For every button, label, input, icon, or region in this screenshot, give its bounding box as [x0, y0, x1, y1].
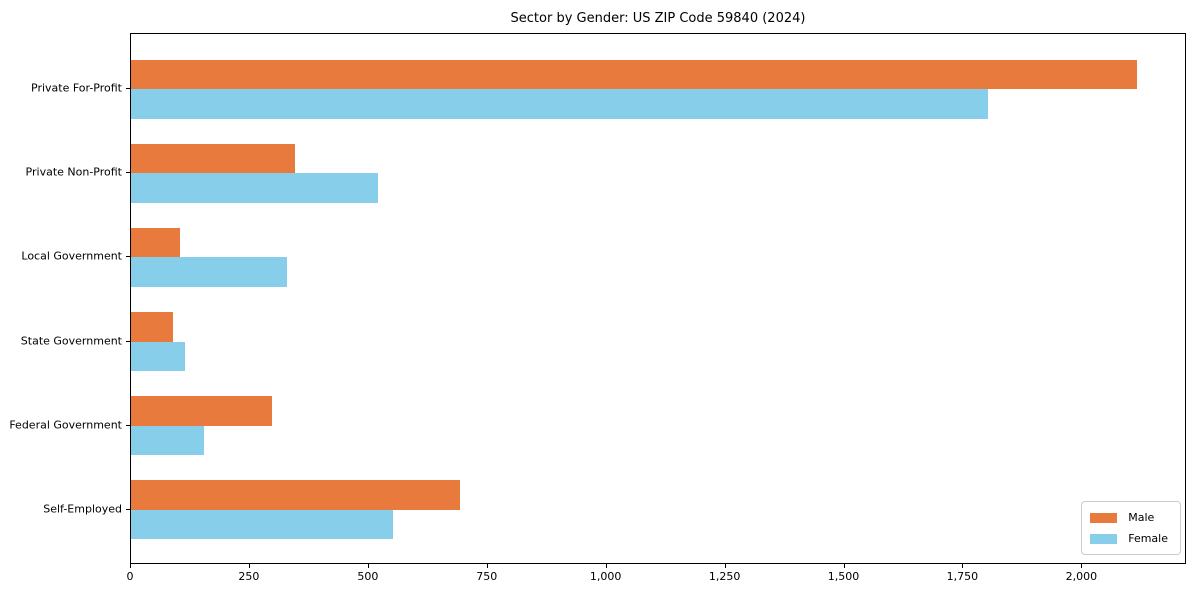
bar-female-private-for-profit — [131, 89, 989, 119]
x-tick-label-250: 250 — [238, 570, 260, 583]
y-tick-label-local-government: Local Government — [21, 249, 122, 263]
x-tick-label-2000: 2,000 — [1065, 570, 1098, 583]
x-tick-mark-0 — [130, 564, 131, 568]
y-tick-mark-private-non-profit — [126, 172, 130, 174]
bar-male-private-for-profit — [131, 59, 1137, 90]
x-tick-mark-750 — [486, 564, 488, 568]
bar-female-self-employed — [131, 509, 393, 540]
x-tick-mark-500 — [367, 564, 369, 568]
chart-title: Sector by Gender: US ZIP Code 59840 (202… — [510, 11, 806, 26]
y-tick-mark-self-employed — [126, 508, 130, 510]
legend-label-male: Male — [1128, 511, 1155, 524]
bar-male-federal-government — [131, 396, 273, 426]
bar-male-local-government — [131, 227, 180, 258]
x-tick-mark-250 — [248, 564, 250, 568]
x-tick-mark-1750 — [962, 564, 964, 568]
legend-swatch-male — [1090, 512, 1118, 523]
y-tick-label-state-government: State Government — [20, 334, 122, 348]
x-tick-label-1250: 1,250 — [708, 570, 741, 583]
x-tick-label-1500: 1,500 — [827, 570, 860, 583]
y-tick-label-private-non-profit: Private Non-Profit — [25, 165, 122, 179]
y-tick-mark-federal-government — [126, 424, 130, 426]
x-tick-label-0: 0 — [126, 570, 134, 583]
x-tick-label-500: 500 — [357, 570, 379, 583]
bar-female-local-government — [131, 257, 287, 287]
x-tick-mark-1000 — [605, 564, 607, 568]
bar-female-state-government — [131, 341, 186, 372]
legend-label-female: Female — [1128, 532, 1168, 545]
x-tick-label-750: 750 — [476, 570, 498, 583]
bar-male-state-government — [131, 312, 174, 342]
x-tick-mark-1250 — [724, 564, 726, 568]
legend-swatch-female — [1090, 533, 1118, 544]
y-tick-mark-state-government — [126, 340, 130, 342]
y-tick-mark-local-government — [126, 256, 130, 258]
bar-male-private-non-profit — [131, 143, 296, 174]
legend-entry-male: Male — [1090, 507, 1168, 528]
y-tick-mark-private-for-profit — [126, 88, 130, 90]
x-tick-label-1000: 1,000 — [589, 570, 622, 583]
plot-area: Male Female — [130, 33, 1186, 564]
x-tick-label-1750: 1,750 — [946, 570, 979, 583]
bar-female-private-non-profit — [131, 173, 379, 203]
y-tick-label-private-for-profit: Private For-Profit — [31, 81, 122, 95]
bar-male-self-employed — [131, 480, 461, 510]
legend-entry-female: Female — [1090, 528, 1168, 549]
bar-female-federal-government — [131, 425, 205, 456]
legend: Male Female — [1081, 501, 1181, 555]
y-tick-label-self-employed: Self-Employed — [43, 502, 122, 516]
x-tick-mark-2000 — [1081, 564, 1083, 568]
x-tick-mark-1500 — [843, 564, 845, 568]
y-tick-label-federal-government: Federal Government — [9, 418, 122, 432]
